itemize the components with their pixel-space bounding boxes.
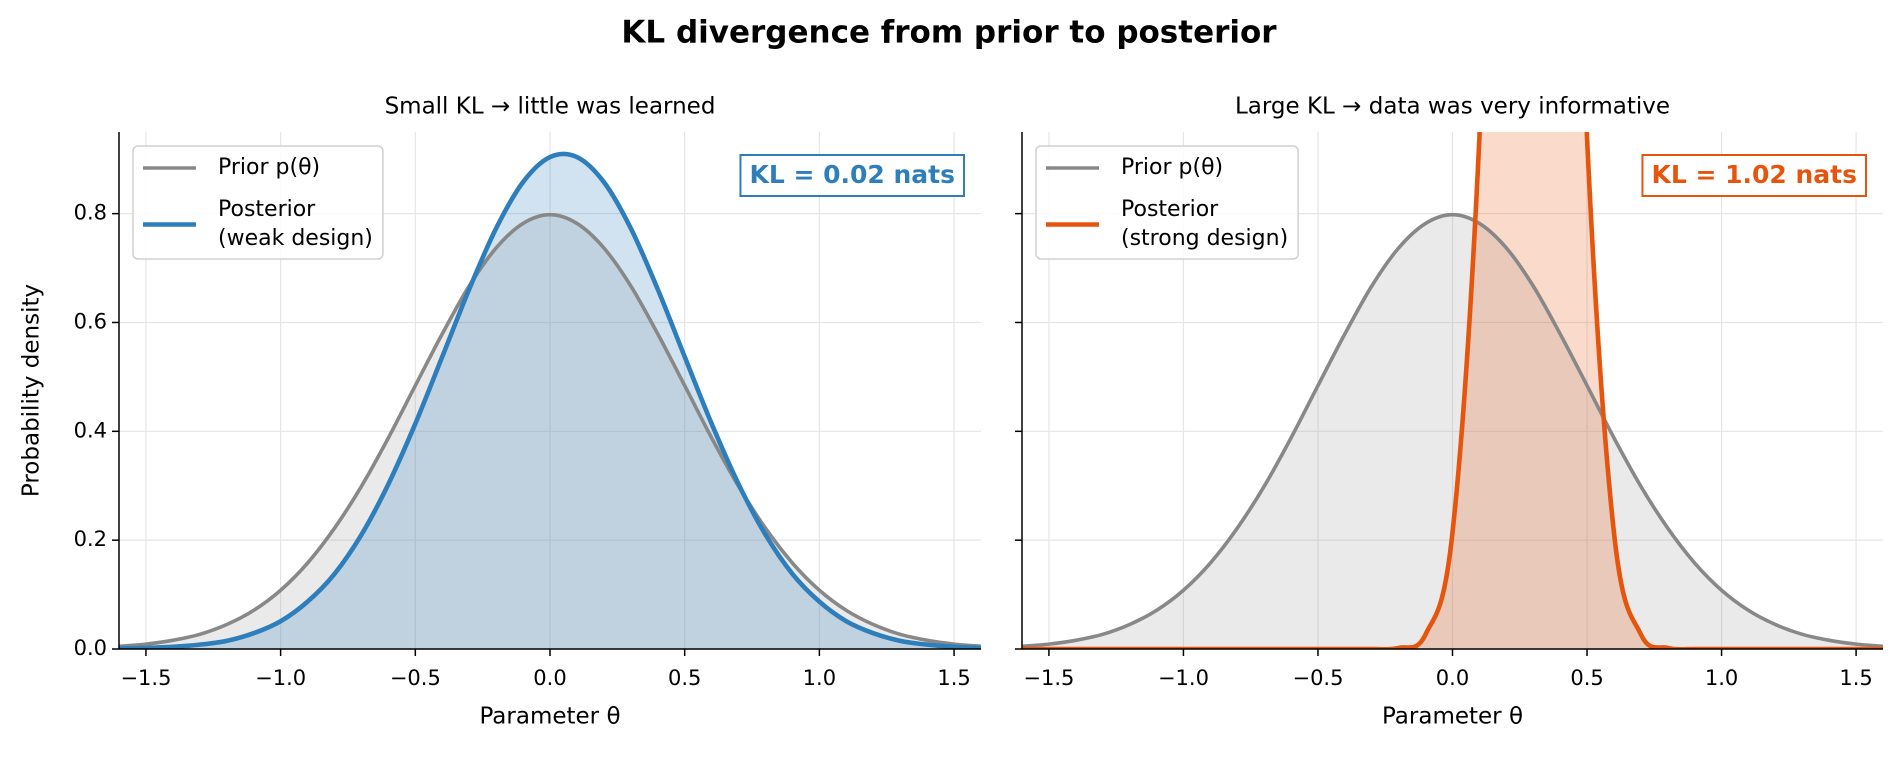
x-tick-label: 0.5 [1570,666,1603,690]
area [119,214,981,649]
x-tick-label: 0.0 [533,666,566,690]
area [1022,214,1883,649]
subplot-title: Large KL → data was very informative [1235,94,1670,120]
line [119,151,981,649]
x-tick-label: −0.5 [390,666,441,690]
legend-label: Prior p(θ) [218,155,320,180]
x-axis-label: Parameter θ [1382,704,1523,730]
legend-label: Posterior (strong design) [1121,197,1288,251]
x-tick-label: 1.0 [1705,666,1738,690]
annotation: KL = 0.02 nats [749,160,955,189]
x-tick-label: 1.5 [937,666,970,690]
y-tick-label: 0.4 [74,418,107,442]
x-tick-label: −1.0 [255,666,306,690]
x-tick-label: 1.0 [803,666,836,690]
x-tick-label: 0.0 [1436,666,1469,690]
y-tick-label: 0.2 [74,527,107,551]
subplot-title: Small KL → little was learned [385,94,716,120]
annotation: KL = 1.02 nats [1651,160,1857,189]
legend-box [1035,145,1299,260]
y-tick-label: 0.6 [74,309,107,333]
annotation-box [1641,154,1867,197]
plot-area [119,151,981,649]
annotation-box [739,154,965,197]
line [119,212,981,649]
x-tick-label: −0.5 [1292,666,1343,690]
x-axis-label: Parameter θ [479,704,620,730]
legend-label: Prior p(θ) [1121,155,1223,180]
line [1022,212,1883,649]
plot-area [1022,132,1883,649]
figure-title: KL divergence from prior to posterior [621,15,1277,51]
legend-label: Posterior (weak design) [218,197,373,251]
area [119,153,981,649]
x-tick-label: −1.0 [1158,666,1209,690]
x-tick-label: −1.5 [1023,666,1074,690]
x-tick-label: 1.5 [1839,666,1872,690]
legend-box [132,145,384,260]
x-tick-label: 0.5 [668,666,701,690]
y-tick-label: 0.0 [74,636,107,660]
y-tick-label: 0.8 [74,201,107,225]
x-tick-label: −1.5 [120,666,171,690]
y-axis-label: Probability density [19,284,45,497]
